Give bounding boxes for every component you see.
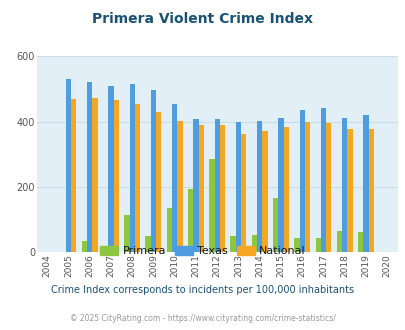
Bar (262, 131, 267, 252)
Bar (156, 113, 161, 252)
Bar (341, 118, 347, 252)
Bar (320, 109, 325, 252)
Bar (188, 189, 193, 252)
Bar (214, 119, 220, 252)
Bar (362, 115, 368, 252)
Legend: Primera, Texas, National: Primera, Texas, National (98, 244, 307, 258)
Bar (113, 100, 119, 252)
Text: Primera Violent Crime Index: Primera Violent Crime Index (92, 12, 313, 25)
Bar (251, 235, 256, 252)
Bar (81, 241, 87, 252)
Bar (230, 236, 235, 252)
Bar (256, 120, 262, 252)
Bar (124, 215, 129, 252)
Bar (294, 238, 299, 252)
Bar (368, 129, 373, 252)
Bar (134, 104, 140, 252)
Text: © 2025 CityRating.com - https://www.cityrating.com/crime-statistics/: © 2025 CityRating.com - https://www.city… (70, 314, 335, 323)
Bar (66, 79, 71, 252)
Bar (299, 110, 304, 252)
Bar (193, 119, 198, 252)
Bar (177, 120, 182, 252)
Bar (235, 121, 241, 252)
Bar (166, 208, 172, 252)
Bar (241, 134, 246, 252)
Bar (108, 85, 113, 252)
Bar (71, 99, 76, 252)
Bar (92, 98, 98, 252)
Bar (272, 198, 278, 252)
Bar (336, 231, 341, 252)
Bar (315, 238, 320, 252)
Bar (325, 123, 330, 252)
Bar (198, 125, 203, 252)
Bar (357, 232, 362, 252)
Bar (347, 129, 352, 252)
Bar (145, 236, 150, 252)
Bar (209, 159, 214, 252)
Bar (87, 82, 92, 252)
Bar (129, 84, 134, 252)
Bar (283, 127, 288, 252)
Bar (150, 90, 156, 252)
Bar (172, 104, 177, 252)
Bar (304, 122, 309, 252)
Bar (278, 118, 283, 252)
Text: Crime Index corresponds to incidents per 100,000 inhabitants: Crime Index corresponds to incidents per… (51, 285, 354, 295)
Bar (220, 125, 225, 252)
